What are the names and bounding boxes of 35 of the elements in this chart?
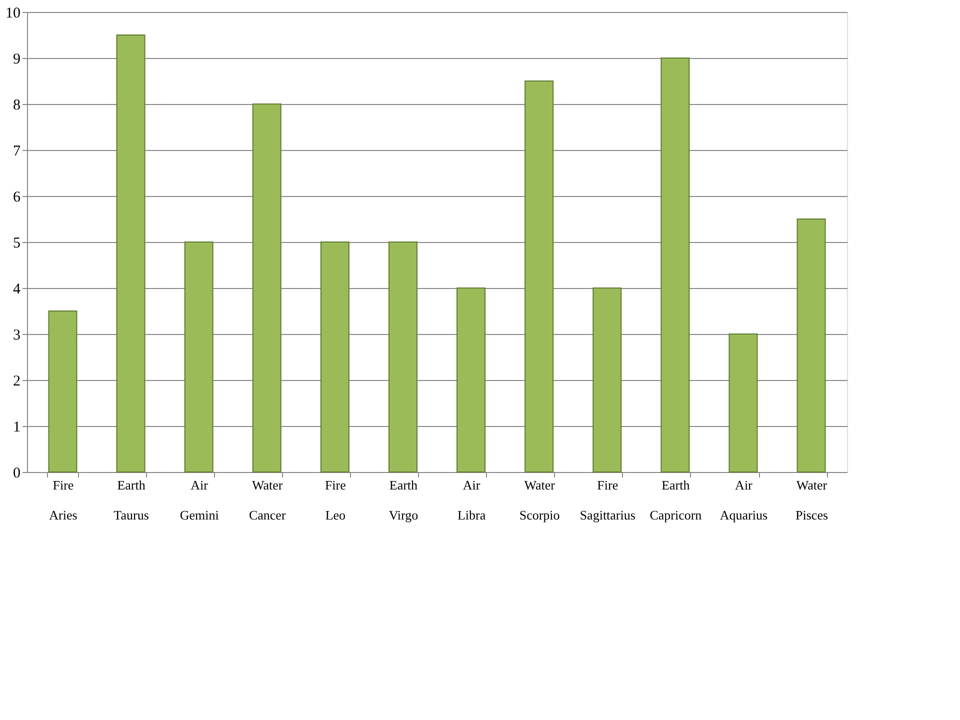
x-tick-label: Water Cancer [248, 478, 286, 522]
y-tick-label: 2 [13, 374, 20, 390]
y-tick-label: 1 [13, 420, 20, 436]
bar [252, 104, 282, 472]
y-tick-label: 7 [13, 144, 21, 160]
y-tick-label: 10 [6, 6, 20, 22]
bar [524, 80, 554, 472]
bar [184, 242, 214, 472]
x-tick-label: Fire Leo [324, 478, 346, 522]
x-tick-label: Air Aquarius [720, 478, 768, 522]
x-tick-label: Earth Capricorn [650, 478, 702, 522]
bar [728, 334, 758, 472]
bar [116, 34, 146, 472]
y-tick-label: 9 [13, 52, 20, 68]
x-tick-label: Fire Aries [49, 478, 78, 522]
x-tick-label: Water Scorpio [519, 478, 560, 522]
bar [456, 288, 486, 472]
x-tick-label: Earth Taurus [114, 478, 149, 522]
x-tick-label: Water Pisces [796, 478, 828, 522]
x-tick-label: Fire Sagittarius [580, 478, 636, 522]
bar [660, 58, 690, 472]
bar [48, 310, 78, 472]
x-tick-label: Earth Virgo [388, 478, 418, 522]
bar [320, 242, 350, 472]
y-tick-label: 5 [13, 236, 20, 252]
y-tick-label: 6 [13, 190, 21, 206]
x-tick-label: Air Gemini [180, 478, 220, 522]
y-tick-label: 4 [13, 282, 21, 298]
x-tick-label: Air Libra [457, 478, 486, 522]
bar [796, 218, 826, 472]
y-tick-label: 3 [13, 328, 20, 344]
bar [388, 242, 418, 472]
bar [592, 288, 622, 472]
y-tick-label: 0 [13, 466, 20, 482]
y-tick-label: 8 [13, 98, 20, 114]
